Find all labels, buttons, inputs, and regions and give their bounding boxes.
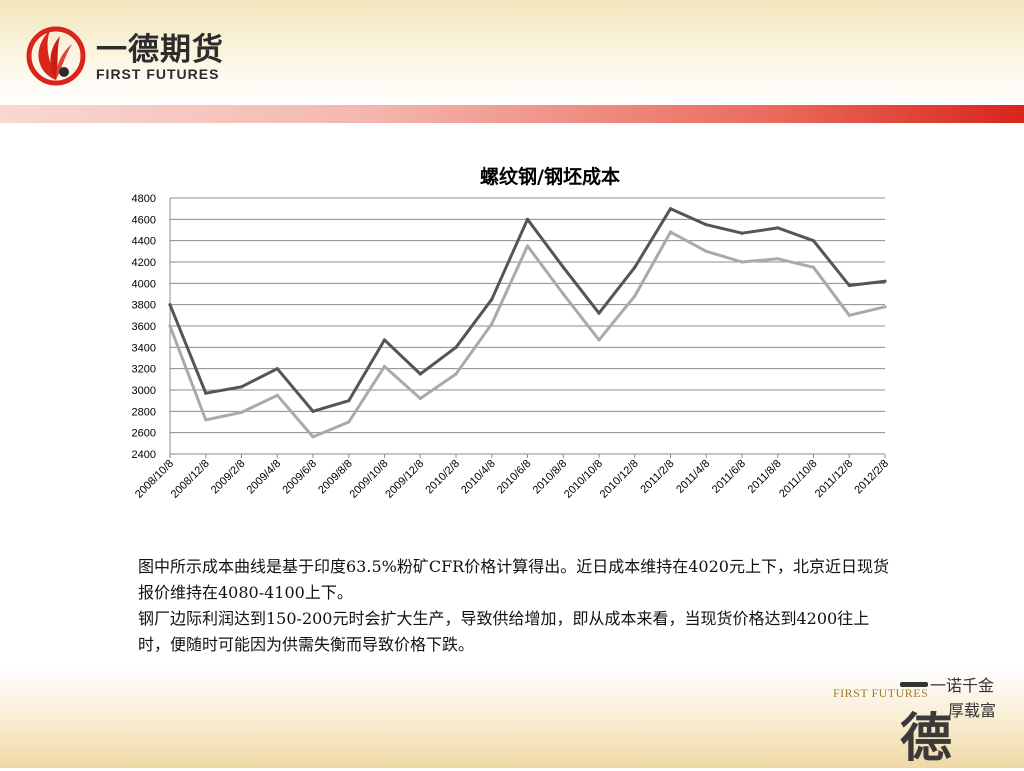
series-point-2 [311, 435, 315, 439]
footer-logo: FIRST FUTURES 一诺千金 厚载富 德 [830, 670, 1020, 769]
series-point-2 [561, 292, 565, 296]
chart-title: 螺纹钢/钢坯成本 [480, 166, 620, 188]
series-point-2 [740, 260, 744, 264]
series-point-2 [239, 410, 244, 414]
x-tick-label: 2011/10/8 [777, 458, 820, 501]
x-tick-label: 2010/6/8 [495, 458, 534, 497]
footer-logo-character: 德 [900, 708, 953, 769]
series-point-1 [776, 226, 780, 230]
series-point-1 [418, 372, 422, 376]
footer-slogan-line1: 一诺千金 [930, 676, 995, 695]
series-point-1 [740, 231, 744, 235]
x-tick-label: 2009/6/8 [280, 458, 319, 497]
series-point-1 [597, 311, 601, 315]
series-point-2 [811, 265, 816, 269]
series-point-1 [204, 391, 208, 395]
logo-chinese-name: 一德期货 [96, 32, 224, 68]
flame-logo-icon [26, 26, 86, 86]
series-point-1 [168, 303, 172, 307]
series-line-1 [168, 207, 886, 413]
caption-paragraph-1: 图中所示成本曲线是基于印度63.5%粉矿CFR价格计算得出。近日成本维持在402… [138, 557, 889, 602]
series-point-2 [525, 244, 530, 248]
accent-stripe [0, 105, 1024, 123]
y-tick-label: 3400 [132, 342, 156, 354]
series-line-2 [168, 230, 886, 439]
y-tick-label: 4000 [132, 278, 156, 290]
x-tick-label: 2012/2/8 [852, 458, 891, 497]
series-point-1 [561, 265, 565, 269]
series-point-1 [382, 338, 387, 342]
y-tick-label: 4800 [132, 193, 156, 205]
series-point-2 [776, 257, 780, 261]
series-point-1 [239, 385, 244, 389]
footer-logo-english: FIRST FUTURES [833, 686, 929, 700]
x-tick-label: 2009/12/8 [383, 458, 426, 501]
series-point-1 [811, 239, 816, 243]
y-tick-label: 2800 [132, 406, 156, 418]
y-tick-label: 3200 [132, 364, 156, 376]
series-point-2 [704, 249, 708, 253]
x-tick-label: 2010/2/8 [423, 458, 462, 497]
series-point-2 [275, 393, 279, 397]
footer-dash-icon [900, 682, 928, 687]
logo-english-name: FIRST FUTURES [96, 66, 220, 82]
series-point-2 [883, 305, 887, 309]
series-point-1 [454, 345, 458, 349]
series-point-2 [668, 230, 673, 234]
series-point-1 [883, 279, 887, 283]
footer-slogan-line2: 厚载富 [948, 701, 997, 720]
caption: 图中所示成本曲线是基于印度63.5%粉矿CFR价格计算得出。近日成本维持在402… [138, 554, 898, 658]
series-point-2 [490, 322, 494, 326]
y-tick-label: 3600 [132, 321, 156, 333]
series-point-2 [847, 313, 851, 317]
series-point-2 [418, 396, 422, 401]
y-tick-label: 4400 [132, 236, 156, 248]
series-point-1 [847, 283, 851, 288]
series-point-2 [204, 418, 208, 422]
series-point-1 [490, 297, 494, 301]
series-point-2 [633, 294, 637, 298]
chart-svg: 2400 2600 2800 3000 3200 3400 3600 3800 4000 4200… [132, 193, 892, 501]
series-point-1 [311, 409, 315, 413]
x-tick-label: 2010/4/8 [459, 458, 498, 497]
series-point-2 [347, 420, 351, 424]
series-point-1 [525, 217, 530, 221]
y-tick-label: 3800 [132, 300, 156, 312]
footer-background [0, 668, 1024, 768]
series-point-2 [597, 338, 601, 342]
x-tick-label: 2010/12/8 [598, 458, 641, 501]
x-tick-label: 2009/4/8 [245, 458, 284, 497]
company-logo: 一德期货 FIRST FUTURES [26, 22, 256, 86]
series-point-2 [382, 364, 387, 369]
y-tick-label: 4600 [132, 214, 156, 226]
chart: 螺纹钢/钢坯成本 2400 2600 2800 3000 3200 3400 3600 380… [110, 160, 900, 520]
series-point-1 [704, 223, 708, 227]
x-tick-label: 2008/12/8 [169, 458, 212, 501]
series-point-1 [347, 399, 351, 403]
caption-paragraph-2: 钢厂边际利润达到150-200元时会扩大生产，导致供给增加，即从成本来看，当现货… [138, 609, 870, 654]
series-point-2 [454, 372, 458, 376]
x-tick-label: 2009/2/8 [209, 458, 248, 497]
series-point-2 [168, 324, 172, 328]
x-tick-label: 2011/6/8 [710, 458, 748, 496]
y-tick-label: 3000 [132, 385, 156, 397]
x-tick-label: 2011/12/8 [813, 458, 856, 501]
y-tick-label: 2400 [132, 449, 156, 461]
y-tick-label: 2600 [132, 428, 156, 440]
x-tick-label: 2011/4/8 [674, 458, 712, 496]
series-point-1 [633, 265, 637, 269]
series-point-1 [275, 367, 279, 371]
series-point-1 [668, 207, 673, 211]
x-tick-label: 2011/2/8 [638, 458, 676, 496]
header-band [0, 0, 1024, 104]
y-tick-label: 4200 [132, 257, 156, 269]
